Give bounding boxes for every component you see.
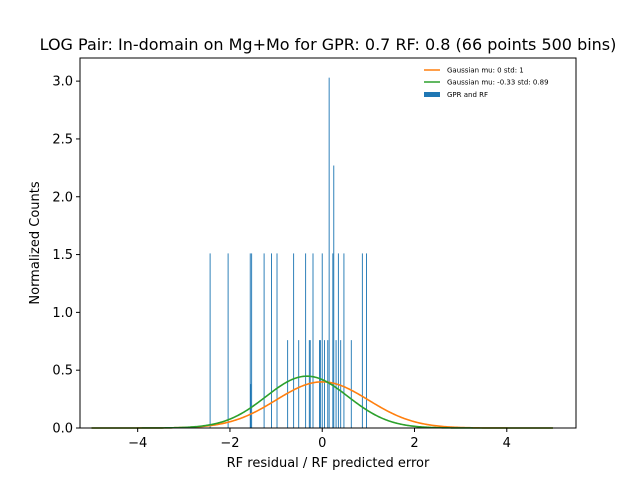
histogram-bar xyxy=(319,340,320,429)
histogram-bar xyxy=(227,253,229,428)
y-tick-label: 2.5 xyxy=(52,132,73,147)
histogram-bar xyxy=(293,253,295,428)
histogram-bar xyxy=(251,253,253,428)
histogram-bar xyxy=(312,253,314,428)
histogram-bar xyxy=(350,340,352,429)
histogram-bar xyxy=(249,253,251,428)
x-axis-ticks: −4 −2 0 2 4 xyxy=(128,428,511,451)
histogram-bar xyxy=(332,253,334,428)
y-tick-label: 1.0 xyxy=(52,306,73,321)
x-tick-label: 4 xyxy=(503,436,511,451)
x-tick-label: −4 xyxy=(128,436,147,451)
histogram-bar xyxy=(328,77,330,428)
histogram-bar xyxy=(366,253,367,428)
histogram-bar xyxy=(287,340,289,429)
x-tick-label: −2 xyxy=(220,436,239,451)
histogram-bar xyxy=(276,253,278,428)
histogram-bar xyxy=(250,384,252,428)
y-tick-label: 0.0 xyxy=(52,422,73,437)
histogram-bar xyxy=(263,253,265,428)
histogram-bar xyxy=(327,340,329,429)
y-axis-label: Normalized Counts xyxy=(28,181,43,304)
histogram-bar xyxy=(340,340,342,429)
histogram-bar xyxy=(321,253,323,428)
histogram-bar xyxy=(271,253,272,428)
y-tick-label: 3.0 xyxy=(52,75,73,90)
x-axis-label: RF residual / RF predicted error xyxy=(227,456,430,471)
histogram-bar xyxy=(298,340,300,429)
legend-label-gaussian-2: Gaussian mu: -0.33 std: 0.89 xyxy=(447,79,549,87)
histogram-bar xyxy=(361,253,363,428)
legend: Gaussian mu: 0 std: 1 Gaussian mu: -0.33… xyxy=(424,67,549,99)
histogram-bar xyxy=(324,340,325,429)
x-tick-label: 2 xyxy=(410,436,418,451)
histogram-bar xyxy=(337,253,339,428)
histogram-bars xyxy=(209,77,367,429)
y-tick-label: 1.5 xyxy=(52,248,73,263)
legend-swatch-histogram xyxy=(424,92,440,97)
legend-label-histogram: GPR and RF xyxy=(447,91,488,99)
legend-label-gaussian-1: Gaussian mu: 0 std: 1 xyxy=(447,67,524,75)
y-axis-ticks: 0.0 0.5 1.0 1.5 2.0 2.5 3.0 xyxy=(52,75,80,437)
histogram-bar xyxy=(209,253,211,428)
histogram-bar xyxy=(305,253,307,428)
histogram-bar xyxy=(319,340,321,429)
y-tick-label: 0.5 xyxy=(52,364,73,379)
x-tick-label: 0 xyxy=(318,436,326,451)
histogram-bar xyxy=(343,253,345,428)
plot-frame xyxy=(79,57,577,429)
y-tick-label: 2.0 xyxy=(52,190,73,205)
histogram-bar xyxy=(333,165,335,428)
chart-title: LOG Pair: In-domain on Mg+Mo for GPR: 0.… xyxy=(40,35,617,54)
